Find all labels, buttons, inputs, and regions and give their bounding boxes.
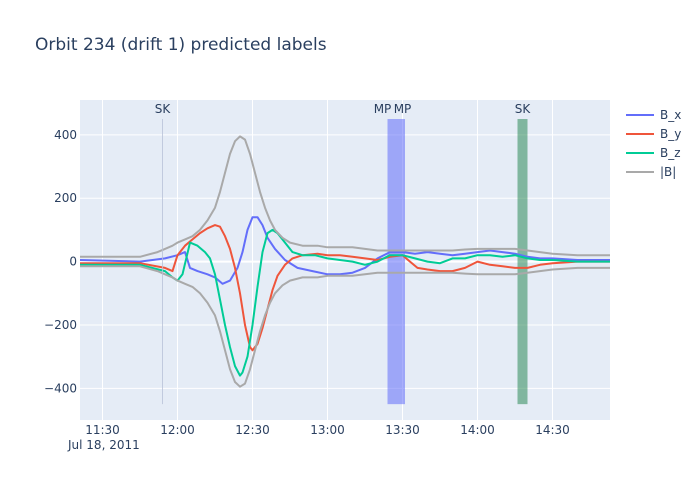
plot-area: SK MP MP SK bbox=[79, 100, 610, 420]
y-axis: 400 200 0 −200 −400 bbox=[44, 128, 77, 395]
x-tick-label: 11:30 bbox=[85, 423, 120, 437]
y-tick-label: 400 bbox=[54, 128, 77, 142]
legend-label: B_x bbox=[660, 108, 681, 122]
annotation-label: SK bbox=[155, 102, 172, 116]
series-line-by bbox=[80, 224, 610, 352]
annotation-label: SK bbox=[515, 102, 532, 116]
x-axis: 11:30 12:00 12:30 13:00 13:30 14:00 14:30 bbox=[85, 423, 570, 437]
series-line-bz bbox=[80, 228, 610, 377]
series-line-bx bbox=[79, 216, 610, 285]
legend-item[interactable]: B_y bbox=[626, 127, 681, 141]
y-tick-label: −400 bbox=[44, 381, 77, 395]
y-tick-label: 0 bbox=[69, 255, 77, 269]
x-tick-label: 12:30 bbox=[235, 423, 270, 437]
legend-label: B_z bbox=[660, 146, 681, 160]
legend-item[interactable]: |B| bbox=[626, 165, 676, 179]
chart-title: Orbit 234 (drift 1) predicted labels bbox=[35, 35, 327, 55]
annotation-label: MP bbox=[374, 102, 392, 116]
x-tick-label: 13:30 bbox=[385, 423, 420, 437]
annotations: SK MP MP SK bbox=[155, 102, 532, 405]
x-tick-label: 14:00 bbox=[460, 423, 495, 437]
x-tick-label: 13:00 bbox=[310, 423, 345, 437]
x-tick-label: 14:30 bbox=[535, 423, 570, 437]
x-tick-label: 12:00 bbox=[160, 423, 195, 437]
shaded-region-sk bbox=[517, 119, 528, 405]
legend-item[interactable]: B_x bbox=[626, 108, 681, 122]
series-line-b-mirror bbox=[80, 265, 610, 388]
legend-item[interactable]: B_z bbox=[626, 146, 681, 160]
legend-label: B_y bbox=[660, 127, 681, 141]
series-line-b bbox=[80, 135, 610, 258]
y-tick-label: 200 bbox=[54, 191, 77, 205]
legend[interactable]: B_x B_y B_z |B| bbox=[626, 108, 681, 179]
date-label: Jul 18, 2011 bbox=[67, 438, 140, 452]
shaded-region-mp bbox=[387, 119, 405, 405]
annotation-label: MP bbox=[394, 102, 412, 116]
shaded-regions bbox=[387, 119, 528, 405]
legend-label: |B| bbox=[660, 165, 676, 179]
y-tick-label: −200 bbox=[44, 318, 77, 332]
series-lines bbox=[79, 135, 610, 388]
